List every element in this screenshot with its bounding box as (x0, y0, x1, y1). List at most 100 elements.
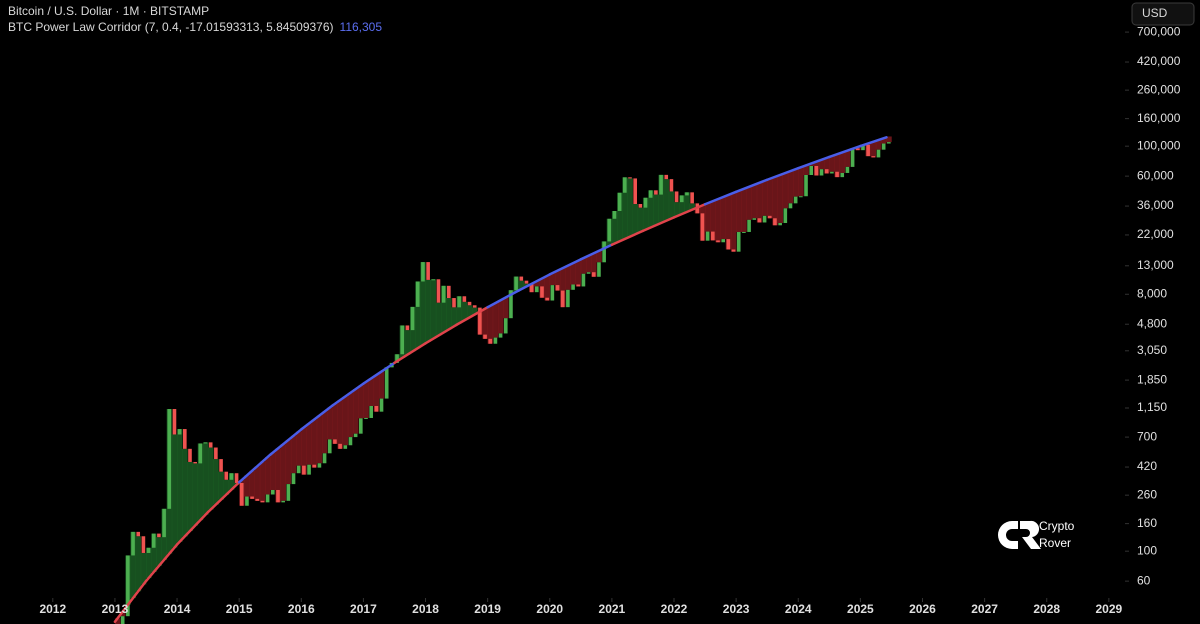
corridor-line (237, 453, 272, 484)
corridor-fill (270, 452, 276, 490)
candle (255, 498, 260, 501)
candle (493, 337, 498, 344)
candle (509, 290, 513, 319)
corridor-fill (197, 443, 204, 521)
corridor-fill (290, 435, 297, 474)
candle (457, 296, 461, 308)
candle (617, 192, 622, 212)
y-tick-label: 420 (1137, 459, 1157, 473)
corridor-fill (689, 203, 696, 210)
candle (742, 231, 746, 233)
corridor-fill (881, 138, 887, 144)
corridor-fill (311, 419, 318, 468)
corridor-fill (762, 180, 768, 216)
corridor-fill (658, 174, 664, 223)
candle (229, 473, 234, 480)
corridor-fill (648, 190, 654, 228)
candle (415, 281, 420, 307)
candle (840, 172, 845, 178)
corridor-fill (751, 184, 758, 219)
corridor-fill (554, 270, 561, 291)
corridor-fill (223, 479, 230, 495)
corridor-fill (280, 444, 287, 501)
candle (669, 179, 674, 192)
x-tick-label: 2021 (599, 602, 626, 616)
corridor-fill (259, 461, 266, 503)
corridor-fill (715, 199, 721, 243)
corridor-fill (358, 385, 364, 419)
candle (188, 448, 192, 462)
corridor-fill (777, 174, 784, 224)
candle (799, 196, 803, 198)
corridor-fill (818, 159, 825, 170)
candle (182, 429, 187, 449)
x-tick-label: 2023 (723, 602, 750, 616)
corridor-fill (332, 403, 338, 444)
corridor-line (734, 178, 769, 194)
corridor-fill (622, 177, 628, 239)
candle (711, 231, 715, 241)
candle (203, 442, 208, 444)
corridor-fill (663, 179, 670, 221)
candle (291, 473, 296, 485)
candle (348, 437, 353, 446)
x-tick-label: 2012 (39, 602, 66, 616)
candle (887, 142, 891, 144)
candle (623, 177, 627, 193)
candle (172, 409, 177, 435)
corridor-fill (798, 167, 804, 197)
currency-button[interactable] (1131, 2, 1195, 26)
candle (219, 459, 223, 472)
corridor-fill (824, 157, 830, 174)
y-tick-label: 22,000 (1137, 227, 1174, 241)
corridor-fill (668, 191, 675, 219)
x-tick-label: 2025 (847, 602, 874, 616)
corridor-fill (482, 308, 488, 339)
corridor-fill (378, 371, 385, 399)
candle (814, 165, 819, 176)
corridor-fill (151, 533, 157, 572)
corridor-fill (710, 201, 716, 241)
candle (234, 473, 239, 483)
candle (881, 143, 886, 150)
candle (208, 442, 213, 448)
candle (327, 439, 332, 454)
corridor-fill (182, 448, 188, 537)
corridor-fill (415, 281, 421, 349)
corridor-line (113, 579, 148, 624)
corridor-fill (570, 263, 576, 285)
candle (136, 531, 141, 537)
candle (850, 148, 855, 167)
candle (271, 489, 275, 495)
candle (767, 215, 772, 219)
corridor-fill (451, 307, 457, 327)
corridor-fill (461, 301, 468, 321)
candle (566, 289, 570, 308)
corridor-line (765, 166, 800, 182)
candle (752, 218, 757, 220)
corridor-fill (720, 197, 727, 240)
x-tick-label: 2026 (909, 602, 936, 616)
candle (726, 239, 731, 250)
candle (265, 494, 270, 503)
corridor-fill (741, 188, 747, 232)
candle (281, 500, 285, 503)
corridor-fill (218, 471, 224, 500)
candle (602, 241, 606, 263)
currency-label[interactable]: USD (1142, 6, 1168, 20)
corridor-fill (875, 139, 882, 150)
corridor-line (206, 481, 241, 514)
corridor-fill (177, 429, 183, 542)
y-tick-label: 4,800 (1137, 316, 1167, 330)
candle (245, 496, 249, 506)
corridor-fill (679, 195, 685, 215)
candle (612, 211, 617, 219)
corridor-fill (793, 169, 799, 197)
y-tick-label: 1,850 (1137, 372, 1167, 386)
corridor-line (828, 144, 862, 159)
candle (731, 249, 736, 252)
candle (514, 276, 518, 291)
corridor-line (144, 543, 179, 583)
corridor-fill (363, 381, 369, 418)
corridor-line (796, 155, 831, 170)
